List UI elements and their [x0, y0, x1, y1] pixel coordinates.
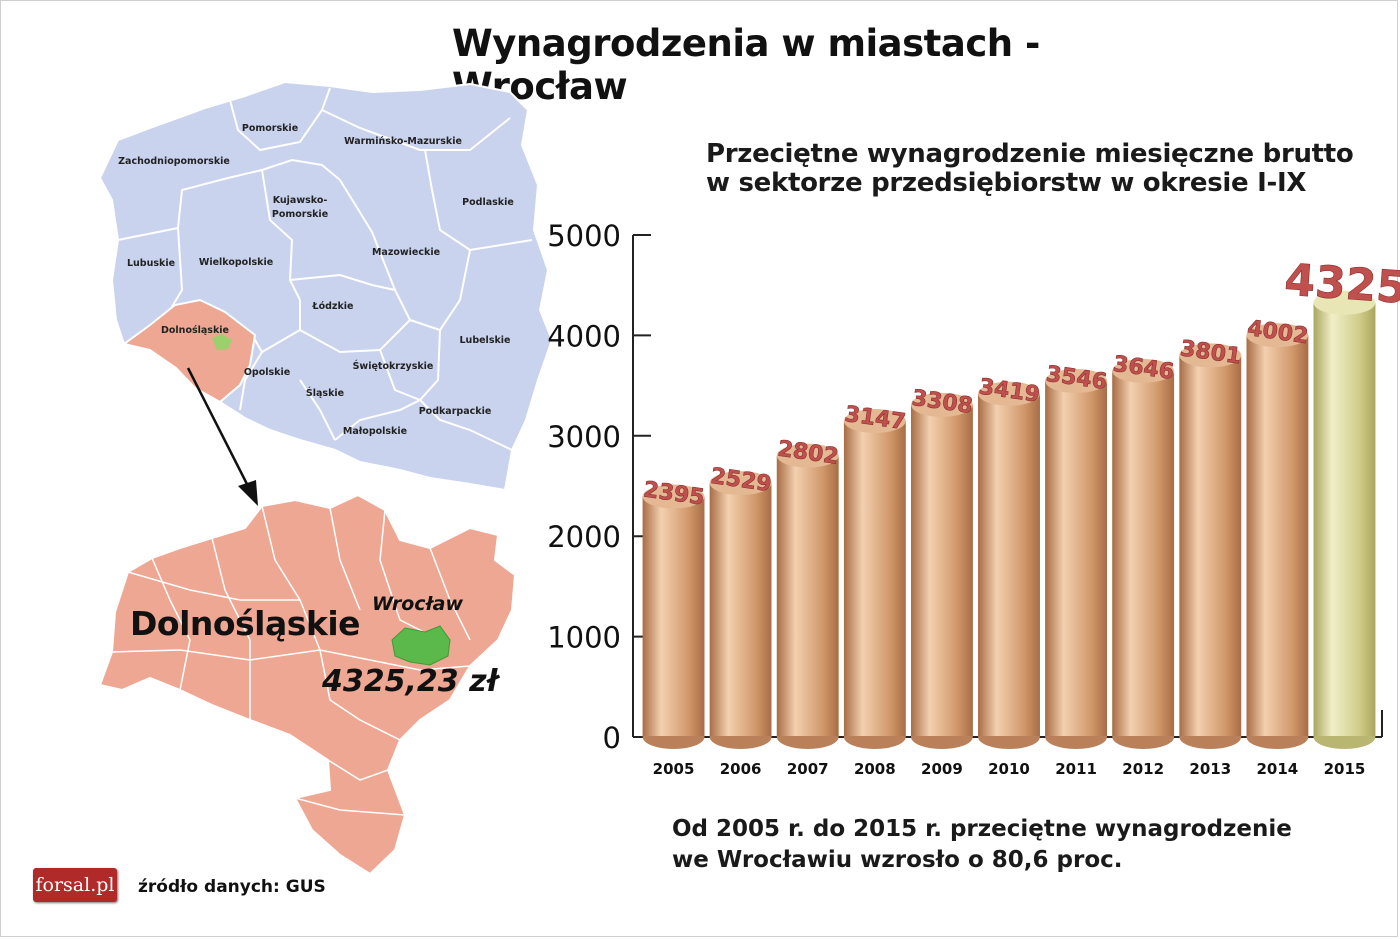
bar-top	[978, 381, 1040, 406]
x-tick-label: 2005	[653, 760, 695, 778]
bar-2011	[1045, 368, 1107, 749]
y-tick-label: 4000	[547, 319, 621, 353]
bar-top	[709, 471, 772, 496]
x-tick-label: 2007	[787, 760, 829, 778]
voivodeship-label: Podkarpackie	[419, 406, 492, 417]
bar-fill	[978, 393, 1040, 736]
bar-2015	[1313, 290, 1376, 749]
voivodeship-label: Łódzkie	[312, 301, 354, 312]
x-tick-label: 2011	[1055, 760, 1097, 778]
x-tick-label: 2006	[720, 760, 762, 778]
bar-top	[776, 443, 839, 468]
bar-fill	[642, 496, 705, 736]
bar-top	[642, 484, 705, 509]
y-tick-label: 3000	[547, 420, 621, 454]
voivodeship-label: Wielkopolskie	[199, 257, 273, 268]
summary-text: Od 2005 r. do 2015 r. przeciętne wynagro…	[672, 814, 1372, 876]
voivodeship-labels: Pomorskie Warmińsko-Mazurskie Zachodniopom…	[118, 123, 514, 437]
bar-2012	[1112, 358, 1175, 749]
bar-fill	[776, 455, 839, 736]
dolnoslaskie-on-map	[121, 298, 257, 404]
bar-top	[1179, 343, 1242, 368]
voivodeship-label: Śląskie	[306, 387, 344, 399]
region-name: Dolnośląskie	[130, 604, 361, 643]
bar-2014	[1246, 323, 1309, 749]
x-tick-label: 2009	[921, 760, 963, 778]
voivodeship-label: Lubuskie	[127, 258, 175, 269]
data-source: źródło danych: GUS	[138, 877, 326, 897]
voivodeship-borders	[117, 87, 533, 451]
bar-fill	[1179, 355, 1242, 736]
bar-fill	[843, 421, 906, 736]
voivodeship-label: Pomorskie	[242, 123, 298, 134]
bar-fill	[709, 483, 772, 736]
wroclaw-shape	[391, 625, 451, 666]
summary-line-2: we Wrocławiu wzrosło o 80,6 proc.	[672, 847, 1123, 873]
bar-2006	[709, 471, 772, 749]
bar-top	[1313, 290, 1376, 315]
bar-top	[911, 392, 973, 417]
dolnoslaskie-enlarged	[98, 493, 517, 876]
bar-2007	[776, 443, 839, 749]
bar-top	[1112, 358, 1175, 383]
bar-fill	[1313, 302, 1376, 736]
y-tick-label: 0	[603, 721, 621, 755]
bar-2010	[978, 381, 1040, 749]
bar-2009	[911, 392, 973, 749]
poland-outline	[98, 80, 554, 492]
bar-2013	[1179, 343, 1242, 749]
x-tick-label: 2008	[854, 760, 896, 778]
city-salary-value: 4325,23 zł	[322, 664, 498, 699]
chart-title-line-2: w sektorze przedsiębiorstw w okresie I-I…	[706, 168, 1307, 198]
bar-fill	[911, 404, 973, 736]
bar-top	[1246, 323, 1309, 348]
voivodeship-label: Dolnośląskie	[161, 325, 229, 336]
voivodeship-label: Małopolskie	[343, 426, 407, 437]
bar-top	[843, 409, 906, 434]
bar-top	[1045, 368, 1107, 393]
y-tick-label: 1000	[547, 621, 621, 655]
bar-fill	[1246, 335, 1309, 736]
forsal-logo[interactable]: forsal.pl	[33, 868, 117, 902]
county-borders	[111, 505, 471, 816]
voivodeship-label: Świętokrzyskie	[353, 360, 434, 372]
bar-value-label: 2395	[642, 477, 706, 510]
x-tick-label: 2015	[1324, 760, 1366, 778]
voivodeship-label: Lubelskie	[460, 335, 511, 346]
chart-title: Przeciętne wynagrodzenie miesięczne brut…	[706, 140, 1386, 198]
zoom-arrow	[186, 367, 258, 506]
bar-2005	[642, 484, 705, 749]
bar-value-label: 4325	[1283, 255, 1400, 314]
voivodeship-label: Pomorskie	[272, 209, 328, 220]
city-name: Wrocław	[372, 593, 464, 615]
bar-2008	[843, 409, 906, 749]
voivodeship-label: Mazowieckie	[372, 247, 440, 258]
dolnoslaskie-shape	[98, 493, 517, 876]
y-tick-label: 5000	[547, 219, 621, 253]
bar-fill	[1045, 380, 1107, 736]
poland-map	[98, 80, 554, 492]
x-tick-label: 2010	[988, 760, 1030, 778]
voivodeship-label: Warmińsko-Mazurskie	[344, 136, 462, 147]
x-tick-label: 2012	[1122, 760, 1164, 778]
bar-fill	[1112, 370, 1175, 736]
x-tick-label: 2014	[1256, 760, 1298, 778]
voivodeship-label: Zachodniopomorskie	[118, 156, 230, 167]
chart-bars	[642, 290, 1376, 749]
voivodeship-label: Opolskie	[244, 367, 290, 378]
voivodeship-label: Podlaskie	[462, 197, 514, 208]
wroclaw-on-map	[212, 334, 232, 350]
chart-title-line-1: Przeciętne wynagrodzenie miesięczne brut…	[706, 139, 1354, 169]
summary-line-1: Od 2005 r. do 2015 r. przeciętne wynagro…	[672, 816, 1292, 842]
x-tick-label: 2013	[1189, 760, 1231, 778]
voivodeship-label: Kujawsko-	[273, 195, 328, 206]
y-tick-label: 2000	[547, 520, 621, 554]
